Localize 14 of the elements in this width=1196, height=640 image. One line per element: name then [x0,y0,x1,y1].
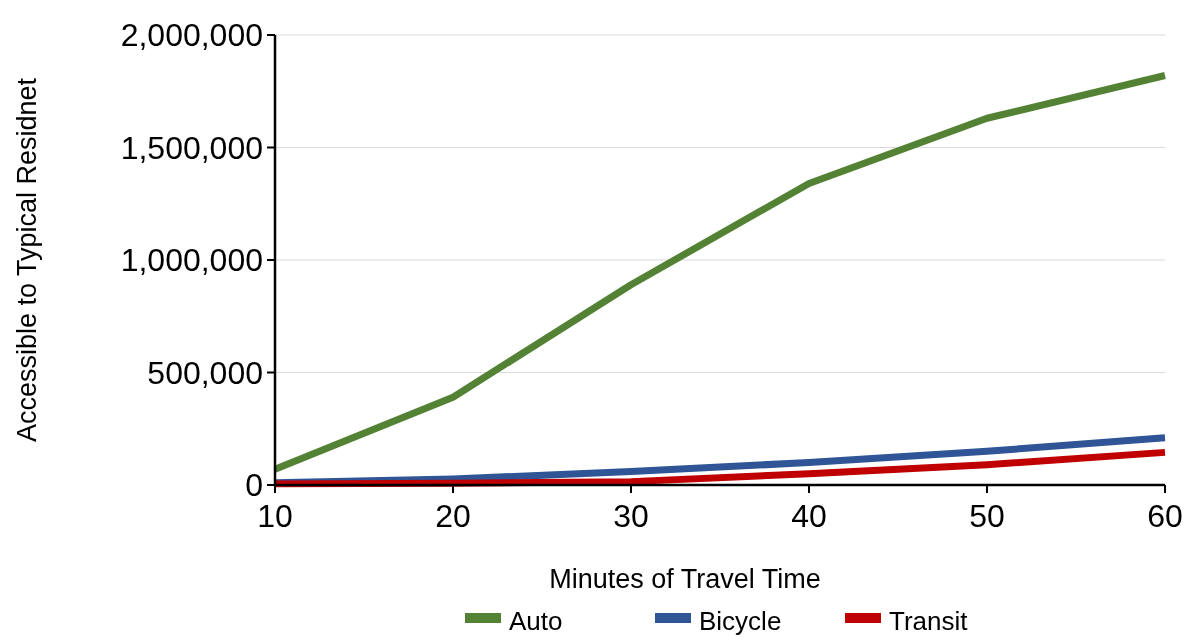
x-tick-label: 50 [969,498,1005,534]
x-axis-title: Minutes of Travel Time [549,564,821,594]
y-axis-title: Accessible to Typical Residnet [12,77,42,443]
legend-label: Auto [509,606,563,637]
y-tick-label: 500,000 [147,354,263,391]
legend-label: Transit [889,606,969,637]
x-tick-label: 60 [1147,498,1183,534]
x-tick-label: 20 [435,498,471,534]
y-tick-label: 1,500,000 [120,129,263,166]
x-tick-label: 30 [613,498,649,534]
legend-label: Bicycle [699,606,782,637]
y-tick-label: 1,000,000 [120,242,263,279]
y-tick-label: 2,000,000 [120,17,263,54]
x-tick-label: 40 [791,498,827,534]
